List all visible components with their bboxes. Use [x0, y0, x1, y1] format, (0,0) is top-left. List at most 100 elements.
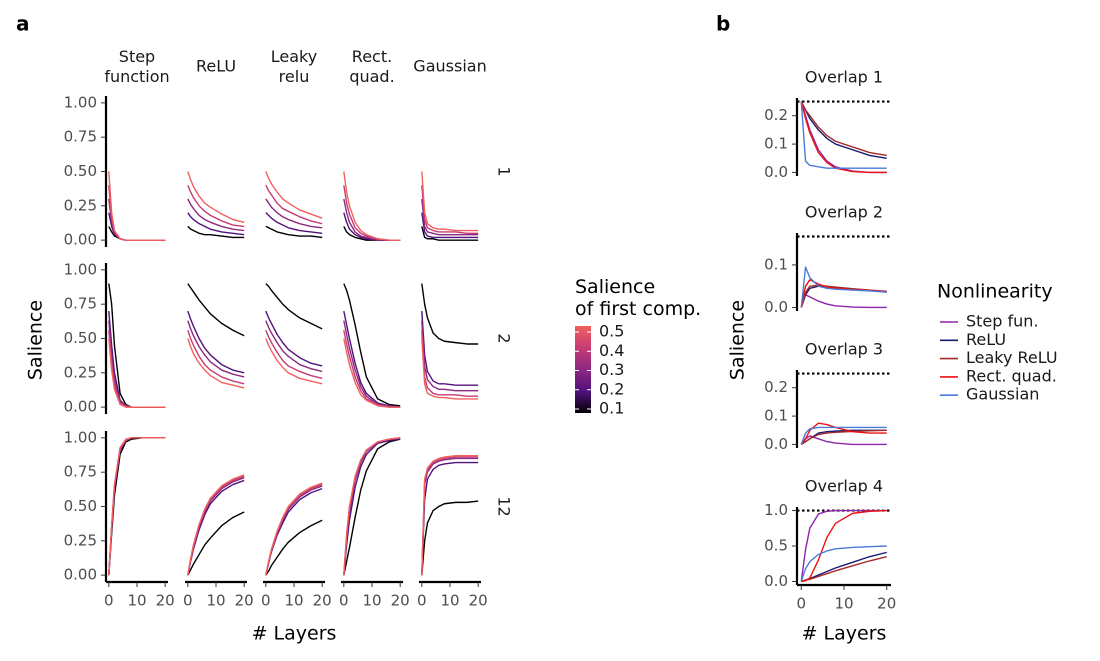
- x-tick-label: 10: [834, 595, 853, 613]
- data-line: [800, 101, 887, 159]
- colorbar-label: 0.3: [599, 360, 624, 379]
- legend-label: Gaussian: [966, 385, 1039, 404]
- data-line: [343, 330, 401, 408]
- data-line: [800, 101, 887, 169]
- legend-title: Nonlinearity: [937, 281, 1053, 303]
- legend-label: ReLU: [966, 330, 1006, 349]
- row-strip: 12: [495, 496, 514, 516]
- legend-label: Step fun.: [966, 312, 1039, 331]
- y-tick-label: 1.00: [64, 428, 97, 446]
- y-tick-label: 0.5: [764, 537, 788, 555]
- y-tick-label: 0.00: [64, 231, 97, 249]
- data-line: [108, 171, 166, 241]
- y-tick-label: 0.0: [764, 435, 788, 453]
- x-tick-label: 20: [235, 592, 254, 610]
- data-line: [265, 338, 323, 385]
- panel-tag: b: [716, 12, 730, 36]
- y-tick-label: 0.1: [764, 135, 788, 153]
- data-line: [421, 185, 479, 234]
- y-tick-label: 0.25: [64, 531, 97, 549]
- x-tick-label: 0: [104, 592, 114, 610]
- data-line: [421, 461, 479, 576]
- data-line: [108, 437, 166, 576]
- data-line: [187, 330, 245, 385]
- data-line: [801, 509, 887, 583]
- facet-title: Overlap 4: [805, 477, 883, 496]
- y-axis-title: Salience: [727, 300, 749, 380]
- column-strip: Gaussian: [413, 57, 486, 76]
- x-tick-label: 20: [877, 595, 896, 613]
- data-line: [108, 437, 166, 576]
- data-line: [187, 212, 245, 236]
- data-line: [343, 338, 401, 408]
- x-tick-label: 20: [156, 592, 175, 610]
- y-tick-label: 0.2: [764, 106, 788, 124]
- data-line: [108, 437, 166, 576]
- colorbar-label: 0.1: [599, 399, 624, 418]
- row-strip: 1: [495, 166, 514, 176]
- data-line: [800, 294, 887, 309]
- data-line: [800, 545, 887, 582]
- y-tick-label: 0.1: [764, 407, 788, 425]
- data-line: [800, 101, 887, 174]
- x-tick-label: 20: [391, 592, 410, 610]
- x-tick-label: 10: [362, 592, 381, 610]
- data-line: [421, 320, 479, 392]
- column-strip: Rect. quad.: [349, 47, 394, 86]
- data-line: [265, 310, 323, 367]
- data-line: [265, 283, 323, 330]
- column-strip: ReLU: [196, 57, 236, 76]
- data-line: [421, 500, 479, 576]
- y-tick-label: 0.75: [64, 128, 97, 146]
- data-line: [421, 330, 479, 397]
- y-tick-label: 0.1: [764, 255, 788, 273]
- data-line: [187, 474, 245, 576]
- data-line: [265, 482, 323, 576]
- y-tick-label: 1.0: [764, 501, 788, 519]
- data-line: [421, 226, 479, 241]
- y-tick-label: 1.00: [64, 93, 97, 111]
- data-line: [800, 266, 887, 308]
- facet-title: Overlap 3: [805, 340, 883, 359]
- x-tick-label: 0: [261, 592, 271, 610]
- data-line: [343, 320, 401, 408]
- y-tick-label: 0.75: [64, 463, 97, 481]
- data-line: [421, 198, 479, 236]
- legend-title: Salience of first comp.: [575, 276, 701, 320]
- data-line: [421, 283, 479, 345]
- y-tick-label: 0.0: [764, 298, 788, 316]
- data-line: [421, 311, 479, 386]
- data-line: [343, 171, 401, 241]
- data-line: [265, 320, 323, 373]
- x-tick-label: 20: [469, 592, 488, 610]
- data-line: [265, 171, 323, 219]
- data-line: [265, 212, 323, 234]
- legend-label: Leaky ReLU: [966, 348, 1058, 367]
- data-line: [800, 101, 887, 174]
- data-line: [187, 225, 245, 239]
- colorbar-label: 0.5: [599, 322, 624, 341]
- data-line: [343, 438, 401, 576]
- y-tick-label: 0.00: [64, 566, 97, 584]
- data-line: [421, 171, 479, 232]
- column-strip: Step function: [104, 47, 169, 86]
- x-tick-label: 10: [284, 592, 303, 610]
- x-tick-label: 10: [127, 592, 146, 610]
- y-tick-label: 0.50: [64, 162, 97, 180]
- y-tick-label: 0.25: [64, 196, 97, 214]
- data-line: [187, 320, 245, 378]
- data-line: [800, 101, 887, 157]
- y-tick-label: 0.2: [764, 378, 788, 396]
- data-line: [801, 551, 887, 583]
- column-strip: Leaky relu: [271, 47, 317, 86]
- row-strip: 2: [495, 333, 514, 343]
- y-tick-label: 0.0: [764, 163, 788, 181]
- data-line: [421, 338, 479, 400]
- x-tick-label: 20: [313, 592, 332, 610]
- data-line: [187, 338, 245, 389]
- x-tick-label: 0: [339, 592, 349, 610]
- panel-tag: a: [16, 12, 30, 36]
- data-line: [108, 437, 166, 576]
- data-line: [421, 455, 479, 576]
